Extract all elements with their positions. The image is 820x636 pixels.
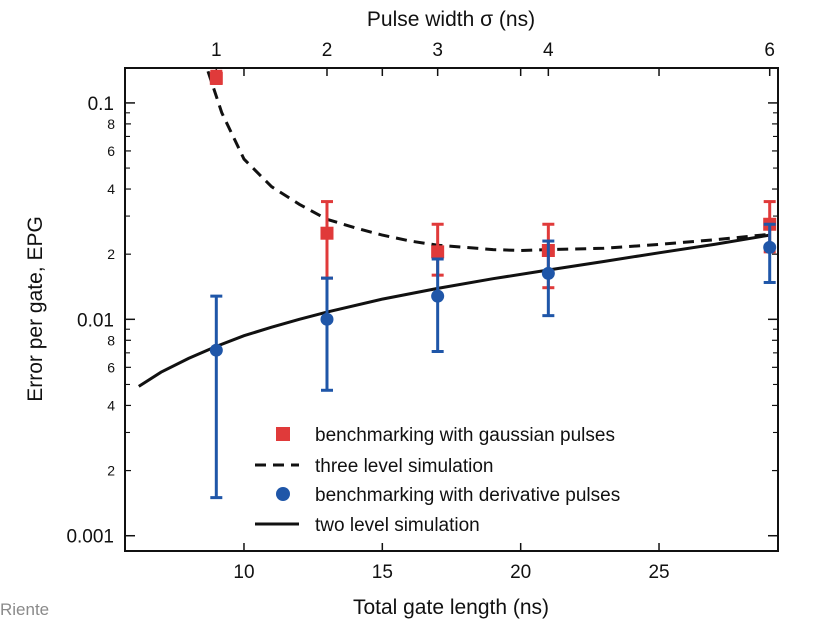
y-major-tick-label: 0.1 xyxy=(88,94,114,115)
derivative-point-group xyxy=(431,257,445,354)
derivative-point-group xyxy=(763,222,777,284)
derivative-point-group xyxy=(209,294,223,500)
legend: benchmarking with gaussian pulses three l… xyxy=(255,425,620,536)
x-axis-title: Total gate length (ns) xyxy=(353,596,549,619)
x-tick-label: 25 xyxy=(648,562,669,583)
y-major-tick-label: 0.001 xyxy=(66,527,114,548)
derivative-point xyxy=(320,312,334,326)
data-points xyxy=(209,69,777,500)
top-tick-label: 4 xyxy=(543,40,554,61)
two-level-simulation-curve xyxy=(137,233,770,388)
three-level-simulation-curve xyxy=(206,70,770,253)
gaussian-point-group xyxy=(320,200,334,280)
y-minor-tick-label: 4 xyxy=(107,397,115,413)
legend-label: three level simulation xyxy=(315,456,493,477)
y-minor-tick-label: 6 xyxy=(107,143,115,159)
legend-label: benchmarking with derivative pulses xyxy=(315,485,620,506)
gaussian-point xyxy=(209,71,223,85)
derivative-point-group xyxy=(320,276,334,392)
top-tick-label: 1 xyxy=(211,40,222,61)
plot-frame xyxy=(124,67,779,552)
image-credit: Riente xyxy=(0,600,50,619)
derivative-point xyxy=(541,266,555,280)
y-major-tick-label: 0.01 xyxy=(77,310,114,331)
y-axis-title: Error per gate, EPG xyxy=(24,216,47,402)
derivative-point xyxy=(431,289,445,303)
derivative-point xyxy=(763,240,777,254)
y-minor-tick-label: 6 xyxy=(107,359,115,375)
y-minor-tick-label: 8 xyxy=(107,332,115,348)
top-axis-title: Pulse width σ (ns) xyxy=(367,8,535,31)
x-tick-label: 20 xyxy=(510,562,531,583)
x-tick-label: 10 xyxy=(233,562,254,583)
derivative-point xyxy=(209,343,223,357)
x-tick-label: 15 xyxy=(372,562,393,583)
gaussian-point xyxy=(320,226,334,240)
top-tick-label: 2 xyxy=(322,40,333,61)
top-tick-label: 3 xyxy=(432,40,443,61)
gaussian-point xyxy=(431,245,445,259)
legend-label: two level simulation xyxy=(315,515,480,536)
gaussian-point-group xyxy=(209,69,223,85)
axes: 10 15 20 25 1 2 3 4 6 0.1 0.01 0.001 8 6 4 2 8 6 4 2 xyxy=(66,40,778,583)
derivative-point-group xyxy=(541,239,555,318)
legend-square-marker xyxy=(276,427,290,441)
y-minor-tick-label: 2 xyxy=(107,463,115,479)
y-minor-tick-label: 2 xyxy=(107,246,115,262)
y-minor-tick-label: 4 xyxy=(107,181,115,197)
simulation-curves xyxy=(137,70,770,388)
y-minor-tick-label: 8 xyxy=(107,116,115,132)
legend-circle-marker xyxy=(276,487,290,501)
legend-label: benchmarking with gaussian pulses xyxy=(315,425,615,446)
top-tick-label: 6 xyxy=(764,40,775,61)
